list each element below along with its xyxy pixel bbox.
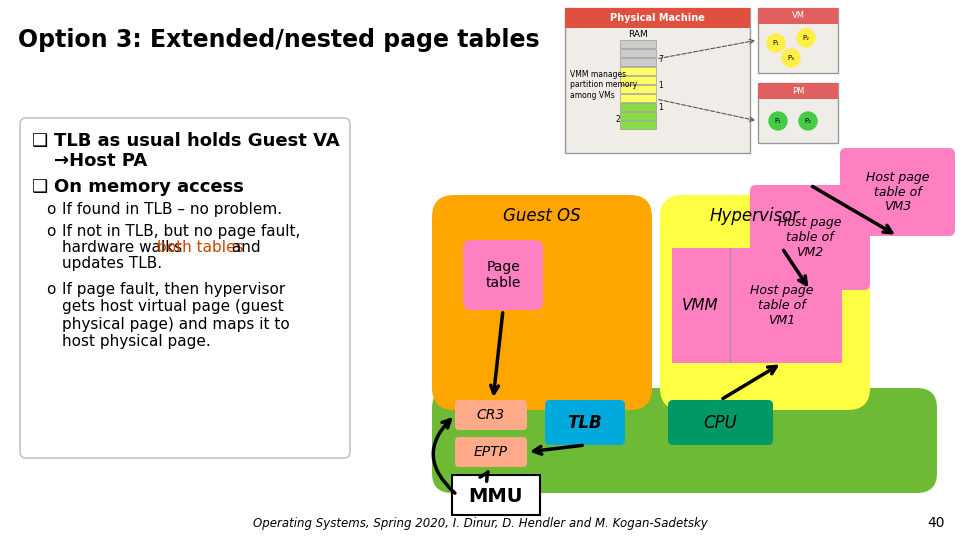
Bar: [620, 58, 656, 66]
Bar: [620, 40, 656, 48]
FancyBboxPatch shape: [20, 118, 350, 458]
Text: If not in TLB, but no page fault,: If not in TLB, but no page fault,: [62, 224, 300, 239]
Bar: [620, 85, 656, 93]
Text: MMU: MMU: [468, 488, 523, 507]
Text: Physical Machine: Physical Machine: [610, 13, 705, 23]
Bar: [620, 121, 656, 129]
Text: VMM: VMM: [682, 298, 718, 313]
Text: P₂: P₂: [803, 35, 809, 41]
Text: o: o: [46, 224, 56, 239]
Bar: [730, 248, 731, 363]
Text: VM: VM: [791, 11, 804, 21]
Bar: [620, 67, 656, 75]
Text: updates TLB.: updates TLB.: [62, 256, 162, 271]
Text: PM: PM: [792, 86, 804, 96]
Circle shape: [782, 49, 800, 67]
Text: ❑: ❑: [32, 178, 48, 196]
FancyBboxPatch shape: [455, 400, 527, 430]
Bar: [758, 8, 838, 73]
Text: EPTP: EPTP: [474, 445, 508, 459]
Text: both tables: both tables: [157, 240, 244, 255]
Text: 1: 1: [658, 80, 662, 90]
Bar: [620, 76, 656, 84]
Text: P₂: P₂: [804, 118, 811, 124]
Circle shape: [769, 112, 787, 130]
Text: Host page
table of
VM3: Host page table of VM3: [866, 171, 929, 213]
Text: Host page
table of
VM1: Host page table of VM1: [751, 284, 814, 327]
Text: 7: 7: [658, 55, 662, 64]
FancyBboxPatch shape: [455, 437, 527, 467]
Bar: [758, 8, 838, 24]
Bar: [758, 83, 838, 99]
Text: If page fault, then hypervisor
gets host virtual page (guest
physical page) and : If page fault, then hypervisor gets host…: [62, 282, 290, 349]
Text: On memory access: On memory access: [54, 178, 244, 196]
Circle shape: [797, 29, 815, 47]
Text: CPU: CPU: [704, 414, 737, 431]
Circle shape: [799, 112, 817, 130]
Text: P₃: P₃: [787, 55, 795, 61]
FancyBboxPatch shape: [545, 400, 625, 445]
Bar: [620, 112, 656, 120]
Text: ❑: ❑: [32, 132, 48, 150]
Text: VMM manages
partition memory
among VMs: VMM manages partition memory among VMs: [570, 70, 637, 100]
FancyBboxPatch shape: [463, 240, 543, 310]
Text: 40: 40: [927, 516, 945, 530]
Text: CR3: CR3: [477, 408, 505, 422]
Text: Hypervisor: Hypervisor: [710, 207, 800, 225]
Text: o: o: [46, 282, 56, 297]
FancyBboxPatch shape: [660, 195, 870, 410]
Text: Option 3: Extended/nested page tables: Option 3: Extended/nested page tables: [18, 28, 540, 52]
Text: TLB: TLB: [567, 414, 602, 431]
Bar: [620, 49, 656, 57]
Bar: [452, 475, 540, 515]
FancyBboxPatch shape: [432, 195, 652, 410]
FancyBboxPatch shape: [750, 185, 870, 290]
Text: hardware walks: hardware walks: [62, 240, 187, 255]
FancyBboxPatch shape: [668, 400, 773, 445]
Text: RAM: RAM: [628, 30, 648, 39]
Text: 1: 1: [658, 104, 662, 112]
Text: If found in TLB – no problem.: If found in TLB – no problem.: [62, 202, 282, 217]
Text: Host page
table of
VM2: Host page table of VM2: [779, 216, 842, 259]
Text: and: and: [228, 240, 261, 255]
Text: Page
table: Page table: [486, 260, 520, 290]
Text: 2: 2: [615, 116, 620, 125]
Bar: [620, 94, 656, 102]
Bar: [565, 8, 750, 28]
Text: o: o: [46, 202, 56, 217]
FancyBboxPatch shape: [840, 148, 955, 236]
Bar: [565, 8, 750, 153]
FancyBboxPatch shape: [432, 388, 937, 493]
Bar: [620, 103, 656, 111]
Bar: [672, 248, 842, 363]
Bar: [758, 83, 838, 143]
Text: Guest OS: Guest OS: [503, 207, 581, 225]
Text: →Host PA: →Host PA: [54, 152, 147, 170]
Circle shape: [767, 34, 785, 52]
Text: Operating Systems, Spring 2020, I. Dinur, D. Hendler and M. Kogan-Sadetsky: Operating Systems, Spring 2020, I. Dinur…: [252, 517, 708, 530]
Text: P₁: P₁: [773, 40, 780, 46]
Text: P₁: P₁: [775, 118, 781, 124]
Text: TLB as usual holds Guest VA: TLB as usual holds Guest VA: [54, 132, 340, 150]
